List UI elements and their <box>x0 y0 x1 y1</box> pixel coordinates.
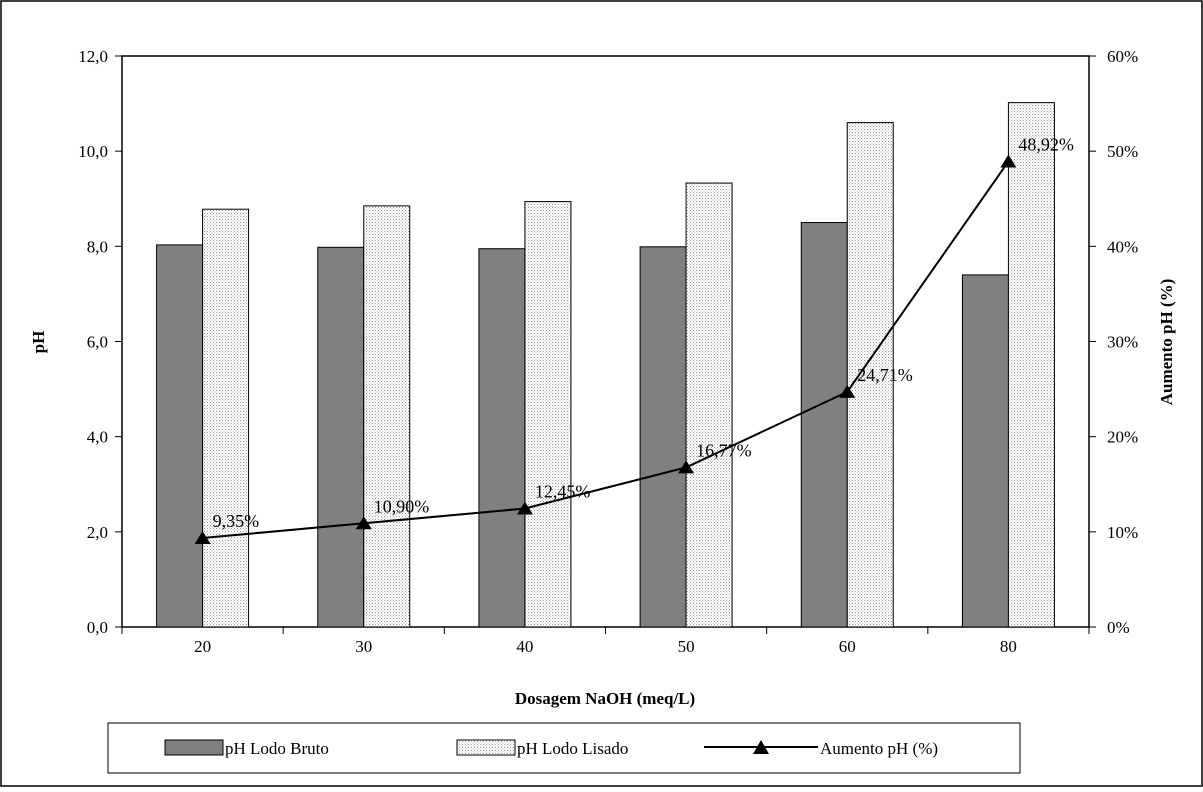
y2-tick-label: 60% <box>1107 47 1138 66</box>
x-tick-label: 60 <box>839 637 856 656</box>
bar-ph-lodo-bruto <box>961 274 1009 628</box>
legend-swatch-lisado <box>456 739 516 756</box>
legend: pH Lodo Bruto pH Lodo Lisado Aumento pH … <box>107 722 1021 774</box>
bar-ph-lodo-lisado <box>202 208 250 628</box>
x-axis-title: Dosagem NaOH (meq/L) <box>515 689 695 708</box>
bar-ph-lodo-bruto <box>156 244 204 628</box>
line-marker-aumento-ph <box>839 384 856 398</box>
bar-ph-lodo-bruto <box>639 246 687 628</box>
line-marker-aumento-ph <box>678 460 695 474</box>
bars-layer <box>156 102 1055 628</box>
line-aumento-ph <box>202 160 1010 540</box>
y-tick-label: 0,0 <box>87 618 108 637</box>
bar-ph-lodo-lisado <box>524 201 572 628</box>
legend-swatch-bruto <box>164 739 224 756</box>
y-tick-label: 10,0 <box>78 142 108 161</box>
legend-label-bruto: pH Lodo Bruto <box>225 739 329 758</box>
data-label-aumento-ph: 12,45% <box>535 482 591 502</box>
bar-ph-lodo-lisado <box>363 205 411 628</box>
legend-marker-aumento <box>753 740 769 754</box>
y2-tick-label: 10% <box>1107 523 1138 542</box>
y-tick-label: 4,0 <box>87 428 108 447</box>
legend-label-lisado: pH Lodo Lisado <box>517 739 628 758</box>
plot-area <box>121 55 1090 628</box>
y-tick-label: 8,0 <box>87 237 108 256</box>
x-tick-label: 50 <box>678 637 695 656</box>
y2-axis-title: Aumento pH (%) <box>1157 279 1176 406</box>
y2-tick-label: 40% <box>1107 237 1138 256</box>
x-tick-label: 40 <box>516 637 533 656</box>
line-marker-aumento-ph <box>516 501 533 515</box>
bar-ph-lodo-bruto <box>800 222 848 628</box>
y-tick-label: 2,0 <box>87 523 108 542</box>
data-label-aumento-ph: 24,71% <box>857 365 913 385</box>
y-tick-label: 12,0 <box>78 47 108 66</box>
line-marker-aumento-ph <box>355 516 372 530</box>
y2-tick-label: 20% <box>1107 428 1138 447</box>
legend-box <box>107 722 1021 774</box>
y2-tick-label: 30% <box>1107 333 1138 352</box>
bar-ph-lodo-lisado <box>1007 102 1055 628</box>
y2-tick-label: 50% <box>1107 142 1138 161</box>
data-label-aumento-ph: 9,35% <box>213 511 259 531</box>
data-label-aumento-ph: 10,90% <box>374 496 430 516</box>
bar-ph-lodo-lisado <box>685 182 733 628</box>
bar-ph-lodo-lisado <box>846 122 894 628</box>
x-tick-label: 30 <box>355 637 372 656</box>
bar-ph-lodo-bruto <box>317 246 365 628</box>
axes-layer: 20 30 40 50 60 80 0,0 2,0 4,0 6,0 8,0 10,0 12,0 0% 10%… <box>78 47 1138 656</box>
x-tick-label: 20 <box>194 637 211 656</box>
y-tick-label: 6,0 <box>87 333 108 352</box>
labels-layer: 9,35% 10,90% 12,45% 16,77% 24,71% 48,92% <box>213 134 1074 531</box>
line-layer <box>194 154 1017 545</box>
data-label-aumento-ph: 16,77% <box>696 440 752 460</box>
line-marker-aumento-ph <box>1000 154 1017 168</box>
data-label-aumento-ph: 48,92% <box>1018 134 1074 154</box>
x-tick-label: 80 <box>1000 637 1017 656</box>
y-axis-title: pH <box>29 331 48 354</box>
bar-ph-lodo-bruto <box>478 248 526 628</box>
line-marker-aumento-ph <box>194 531 211 545</box>
y2-tick-label: 0% <box>1107 618 1130 637</box>
legend-label-aumento: Aumento pH (%) <box>820 739 938 758</box>
